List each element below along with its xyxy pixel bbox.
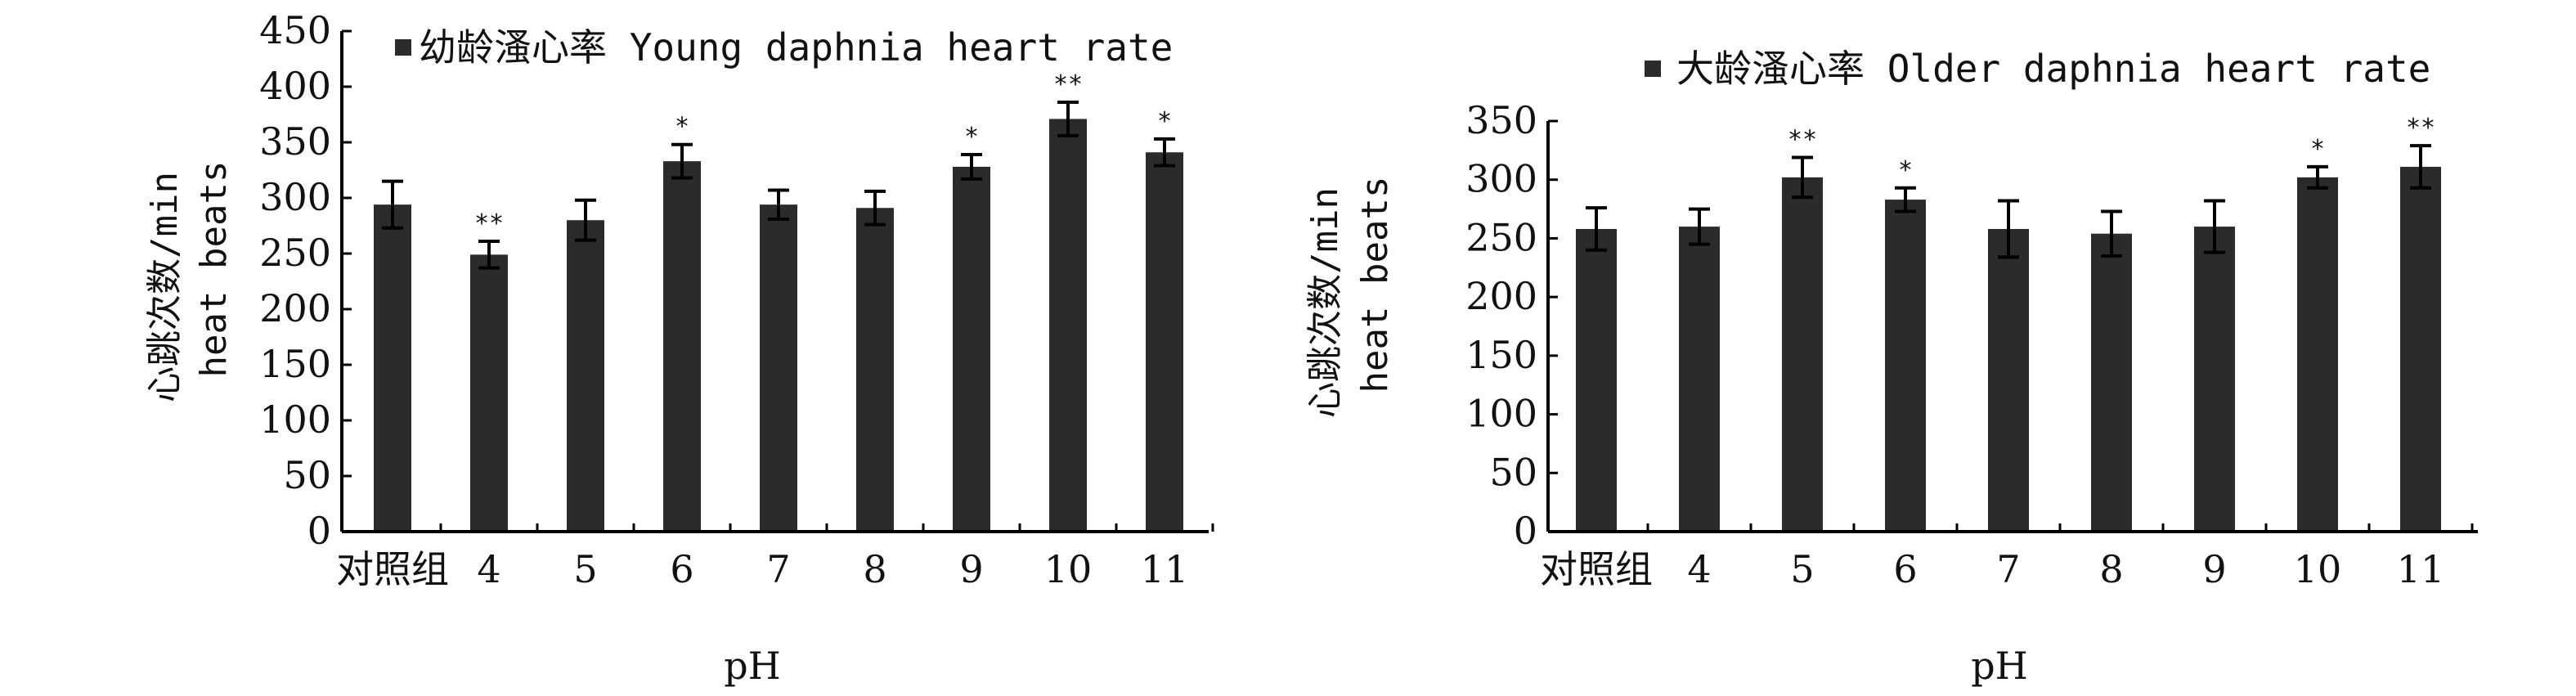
x-tick-label: 8 <box>863 547 886 591</box>
x-tick-label: 5 <box>573 547 597 591</box>
significance-marker: ** <box>1788 125 1817 154</box>
bar <box>1988 228 2029 532</box>
y-tick-label: 400 <box>259 64 331 108</box>
y-tick-label: 300 <box>1465 157 1537 201</box>
y-axis-title-line1: 心跳次数/min <box>1304 187 1346 418</box>
bar <box>2297 177 2338 532</box>
bar <box>2400 166 2441 532</box>
x-tick-labels: 对照组 4 5 6 7 8 9 10 11 <box>336 523 1214 591</box>
bars: ****** <box>1576 114 2441 532</box>
bar <box>374 204 411 532</box>
bar <box>567 220 604 532</box>
bar <box>1146 152 1183 532</box>
x-tick-label: 8 <box>2099 547 2123 591</box>
legend-swatch <box>395 39 411 56</box>
legend-label: 大龄溞心率 Older daphnia heart rate <box>1676 47 2430 91</box>
bar <box>2194 227 2235 532</box>
significance-marker: * <box>675 113 689 141</box>
young-daphnia-chart: 幼龄溞心率 Young daphnia heart rate 心跳次数/min … <box>144 8 1214 688</box>
x-tick-label: 11 <box>2397 547 2445 591</box>
y-tick-label: 150 <box>1465 333 1537 377</box>
x-tick-label: 9 <box>959 547 983 591</box>
y-tick-label: 200 <box>259 286 331 330</box>
y-tick-label: 350 <box>1465 98 1537 142</box>
significance-marker: ** <box>2406 114 2435 142</box>
bar <box>1049 119 1087 532</box>
legend-swatch <box>1645 61 1661 77</box>
bar <box>760 204 797 532</box>
y-axis-title-line2: heat beats <box>1354 177 1396 393</box>
y-tick-label: 450 <box>259 8 331 52</box>
x-tick-label: 7 <box>1996 547 2020 591</box>
x-tick-label: 10 <box>2294 547 2342 591</box>
y-tick-label: 150 <box>259 342 331 386</box>
x-tick-label: 6 <box>1893 547 1917 591</box>
y-tick-label: 0 <box>307 509 331 553</box>
bar <box>1885 200 1926 532</box>
bar <box>953 166 990 532</box>
bar <box>856 208 894 532</box>
x-tick-label: 9 <box>2202 547 2226 591</box>
y-axis-title-line1: 心跳次数/min <box>144 172 186 402</box>
x-tick-label: 6 <box>670 547 693 591</box>
y-tick-label: 300 <box>259 175 331 219</box>
x-tick-label: 10 <box>1044 547 1093 591</box>
x-tick-label: 5 <box>1790 547 1814 591</box>
x-axis-title: pH <box>1971 644 2028 688</box>
x-tick-labels: 对照组 4 5 6 7 8 9 10 11 <box>1540 523 2474 591</box>
bar <box>470 254 508 532</box>
significance-marker: * <box>964 123 979 151</box>
older-daphnia-chart: 大龄溞心率 Older daphnia heart rate 心跳次数/min … <box>1304 47 2478 688</box>
y-tick-label: 350 <box>259 119 331 164</box>
y-ticks: 0 50 100 150 200 250 300 350 400 450 <box>259 8 352 553</box>
y-tick-label: 100 <box>1465 392 1537 436</box>
bar <box>663 161 701 532</box>
y-tick-label: 0 <box>1514 509 1537 553</box>
bar <box>1782 177 1823 532</box>
x-tick-label: 11 <box>1141 547 1189 591</box>
y-tick-label: 250 <box>1465 215 1537 259</box>
x-tick-label: 7 <box>766 547 790 591</box>
y-tick-label: 50 <box>283 453 331 497</box>
significance-marker: * <box>1157 107 1172 136</box>
y-ticks: 0 50 100 150 200 250 300 350 <box>1465 98 1558 553</box>
bar <box>2091 233 2132 532</box>
significance-marker: ** <box>1053 70 1083 99</box>
significance-marker: * <box>1898 156 1913 185</box>
significance-marker: * <box>2310 135 2325 164</box>
y-tick-label: 50 <box>1489 450 1537 494</box>
y-tick-label: 250 <box>259 231 331 275</box>
x-tick-label: 对照组 <box>1540 547 1653 591</box>
y-tick-label: 200 <box>1465 274 1537 318</box>
bar <box>1679 227 1720 532</box>
x-tick-label: 4 <box>1687 547 1711 591</box>
y-axis-title-line2: heat beats <box>193 161 235 378</box>
x-tick-label: 对照组 <box>336 547 449 591</box>
bar <box>1576 228 1617 532</box>
bars: *** **** <box>374 70 1183 532</box>
significance-marker: ** <box>474 209 504 238</box>
x-axis-title: pH <box>724 644 781 688</box>
y-tick-label: 100 <box>259 397 331 442</box>
x-tick-label: 4 <box>477 547 500 591</box>
legend-label: 幼龄溞心率 Young daphnia heart rate <box>419 25 1173 70</box>
